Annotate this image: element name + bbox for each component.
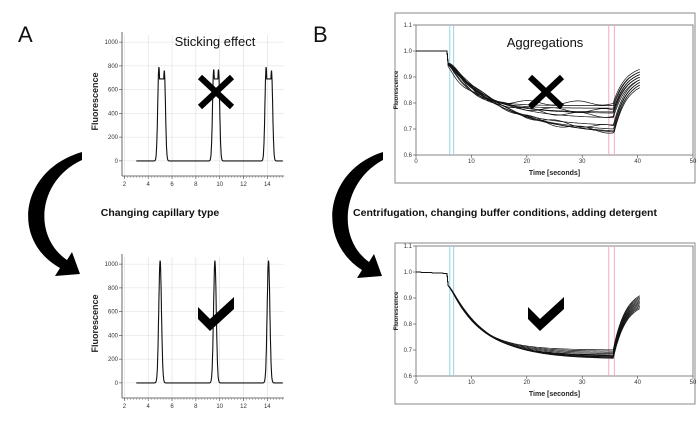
y-tick-label: 0.7 (404, 348, 413, 354)
panel-label-b: B (313, 22, 328, 47)
mst-trace (416, 50, 640, 132)
y-tick-label: 0.7 (404, 127, 413, 133)
y-axis-label: Fluorescence (394, 70, 400, 109)
mst-trace (416, 50, 640, 133)
fluorescence-trace (136, 67, 283, 162)
y-axis-label: Fluorescence (90, 72, 100, 130)
y-tick-label: 200 (108, 357, 119, 363)
y-tick-label: 1.0 (404, 270, 413, 276)
y-axis-label: Fluorescence (394, 291, 400, 330)
x-tick-label: 6 (170, 182, 174, 188)
x-tick-label: 10 (216, 182, 223, 188)
x-tick-label: 2 (123, 182, 127, 188)
x-tick-label: 0 (414, 380, 418, 386)
chart-a-top: 0 200 400 600 800 1000 2 4 6 8 10 12 14 Fluorescence S… (90, 32, 284, 188)
chart-a-bottom: 0 200 400 600 800 1000 2 4 6 8 10 12 14 Fluorescence (90, 254, 284, 410)
y-tick-label: 400 (108, 111, 119, 117)
x-tick-label: 14 (264, 404, 271, 410)
x-tick-label: 8 (194, 404, 198, 410)
x-tick-label: 40 (634, 380, 641, 386)
mst-trace (416, 50, 640, 134)
y-tick-label: 1000 (105, 40, 119, 46)
curved-arrow-right (332, 152, 383, 278)
x-tick-label: 12 (240, 182, 247, 188)
chart-annotation: Sticking effect (175, 34, 256, 49)
y-tick-label: 200 (108, 135, 119, 141)
y-tick-label: 1.1 (404, 244, 413, 250)
y-tick-label: 1000 (105, 262, 119, 268)
mst-trace (416, 50, 640, 128)
fluorescence-trace (136, 260, 283, 384)
mst-trace (416, 50, 640, 106)
y-tick-label: 1.1 (404, 23, 413, 29)
y-tick-label: 1.0 (404, 49, 413, 55)
x-tick-label: 8 (194, 182, 198, 188)
x-tick-label: 14 (264, 182, 271, 188)
y-tick-label: 0.9 (404, 296, 413, 302)
x-tick-label: 12 (240, 404, 247, 410)
y-tick-label: 0.9 (404, 75, 413, 81)
y-axis-label: Fluorescence (90, 294, 100, 352)
y-tick-label: 600 (108, 88, 119, 94)
chart-b-bottom: 0.6 0.7 0.8 0.9 1.0 1.1 0 10 20 30 40 50 Fluorescenc… (394, 242, 697, 405)
plot-area (415, 24, 694, 156)
y-tick-label: 800 (108, 286, 119, 292)
mst-trace (416, 50, 640, 106)
caption-left: Changing capillary type (101, 207, 220, 219)
x-tick-label: 40 (634, 159, 641, 165)
y-tick-label: 0.6 (404, 374, 413, 380)
x-tick-label: 6 (170, 404, 174, 410)
plot-area (415, 245, 694, 377)
y-tick-label: 0 (115, 381, 119, 387)
panel-label-a: A (18, 22, 33, 47)
x-tick-label: 30 (579, 380, 586, 386)
x-axis-label: Time [seconds] (529, 170, 580, 177)
x-tick-label: 10 (468, 159, 475, 165)
x-tick-label: 4 (147, 404, 151, 410)
x-tick-label: 50 (690, 159, 697, 165)
y-tick-label: 0.6 (404, 153, 413, 159)
y-tick-label: 600 (108, 310, 119, 316)
x-tick-label: 2 (123, 404, 127, 410)
y-tick-label: 0 (115, 159, 119, 165)
y-tick-label: 800 (108, 64, 119, 70)
x-tick-label: 20 (523, 380, 530, 386)
chart-annotation: Aggregations (507, 35, 584, 50)
chart-b-top: 0.6 0.7 0.8 0.9 1.0 1.1 0 10 20 30 40 50 Fluorescenc… (394, 12, 697, 184)
x-tick-label: 10 (216, 404, 223, 410)
x-tick-label: 20 (523, 159, 530, 165)
x-tick-label: 30 (579, 159, 586, 165)
checkmark-icon (528, 297, 564, 331)
caption-right: Centrifugation, changing buffer conditio… (353, 207, 657, 219)
checkmark-icon (198, 297, 234, 331)
x-tick-label: 50 (690, 380, 697, 386)
curved-arrow-left (28, 152, 82, 276)
y-tick-label: 0.8 (404, 101, 413, 107)
x-tick-label: 0 (414, 159, 418, 165)
cross-icon (197, 74, 235, 110)
x-axis-label: Time [seconds] (529, 391, 580, 398)
y-tick-label: 400 (108, 333, 119, 339)
x-tick-label: 4 (147, 182, 151, 188)
x-tick-label: 10 (468, 380, 475, 386)
mst-trace (415, 271, 640, 359)
y-tick-label: 0.8 (404, 322, 413, 328)
cross-icon (527, 74, 565, 110)
